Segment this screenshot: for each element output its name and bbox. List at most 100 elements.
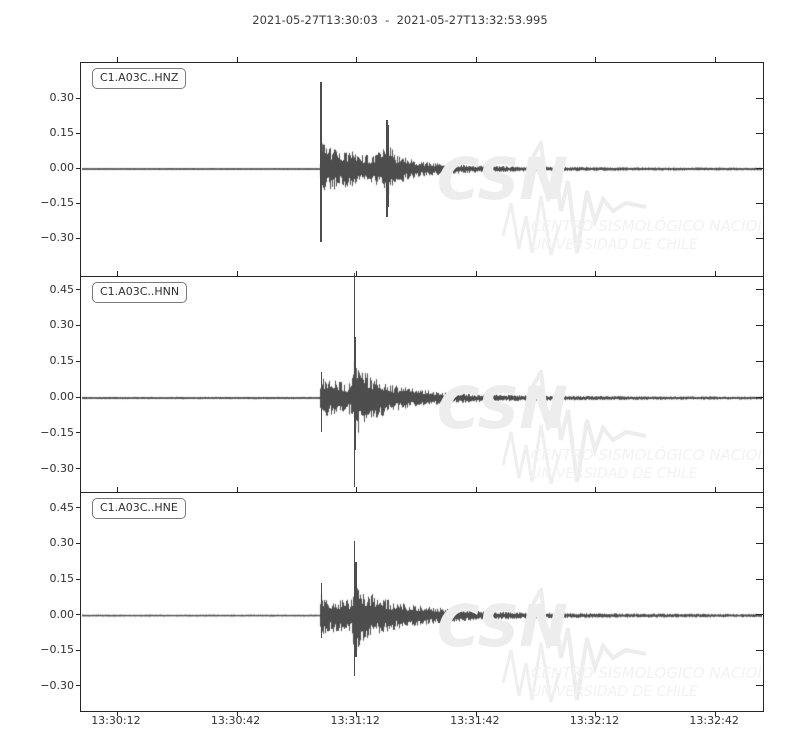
x-tick-mark [475,487,477,492]
y-tick-mark [756,97,763,99]
y-tick-label: −0.30 [40,461,74,475]
y-tick-label: 0.45 [49,282,75,296]
waveform-spike [353,272,355,487]
x-tick-mark [715,57,717,62]
x-tick-mark [595,271,597,276]
y-tick-label: −0.15 [40,196,74,210]
y-tick-mark [76,614,80,616]
y-tick-mark [756,396,763,398]
y-tick-mark [76,432,80,434]
y-tick-mark [76,578,80,580]
x-tick-mark [715,712,717,716]
trace-id-label: C1.A03C..HNE [92,498,186,519]
y-tick-mark [756,468,763,470]
x-tick-mark [475,712,477,716]
y-tick-mark [76,507,80,509]
y-tick-mark [76,542,80,544]
y-tick-mark [756,542,763,544]
y-tick-label: 0.30 [49,536,75,550]
x-tick-mark [595,712,597,716]
y-tick-mark [756,167,763,169]
x-tick-mark [116,712,118,716]
waveform-spike [320,81,322,242]
x-tick-label: 13:31:42 [450,714,500,727]
y-tick-mark [756,202,763,204]
y-tick-label: 0.30 [49,91,75,104]
y-tick-mark [756,324,763,326]
x-tick-label: 13:32:42 [689,714,739,727]
x-tick-mark [116,487,118,492]
x-tick-mark [236,712,238,716]
waveform-spike [387,124,390,207]
y-tick-mark [756,649,763,651]
y-tick-label: 0.00 [49,161,75,175]
y-tick-mark [76,97,80,99]
waveform-spike [353,541,356,677]
y-tick-mark [756,289,763,291]
y-tick-label: 0.45 [49,500,75,514]
y-tick-mark [756,132,763,134]
y-tick-label: −0.15 [40,643,74,657]
waveform-spike [355,562,357,658]
y-tick-mark [76,649,80,651]
x-tick-mark [715,487,717,492]
x-tick-mark [595,487,597,492]
y-tick-mark [756,578,763,580]
y-tick-mark [76,360,80,362]
y-tick-label: −0.15 [40,425,74,439]
y-tick-mark [756,614,763,616]
y-tick-mark [76,167,80,169]
x-tick-mark [475,271,477,276]
y-tick-mark [76,132,80,134]
y-tick-label: 0.15 [49,572,75,585]
x-tick-label: 13:32:12 [569,714,620,727]
y-tick-mark [76,237,80,239]
waveform-canvas [82,64,762,278]
trace-id-label: C1.A03C..HNN [92,282,188,303]
y-tick-label: 0.15 [49,354,75,368]
x-tick-mark [236,487,238,492]
x-tick-mark [236,271,238,276]
x-tick-mark [356,487,358,492]
seismogram-panel-hnn: C1.A03C..HNN CSN CENTRO SISMOLÓGICO NACI… [40,271,764,498]
x-tick-mark [356,271,358,276]
x-tick-mark [356,57,358,62]
waveform-spike [354,337,357,450]
x-tick-mark [116,57,118,62]
x-tick-label: 13:30:42 [210,714,261,727]
x-tick-mark [356,712,358,716]
y-tick-mark [76,289,80,291]
y-tick-mark [76,324,80,326]
y-tick-mark [756,685,763,687]
x-tick-mark [236,57,238,62]
waveform-spike [320,371,323,432]
chart-title: 2021-05-27T13:30:03 - 2021-05-27T13:32:5… [252,13,548,27]
y-tick-mark [756,507,763,509]
waveform-canvas [82,278,762,494]
y-tick-mark [76,468,80,470]
seismogram-panel-hne: C1.A03C..HNE CSN CENTRO SISMOLÓGICO NACI… [40,487,764,716]
x-tick-label: 13:30:12 [91,714,141,727]
waveform-spike [386,120,388,218]
y-tick-mark [756,237,763,239]
waveform-spike [320,582,323,639]
x-tick-mark [475,57,477,62]
waveform-canvas [82,494,762,712]
y-tick-mark [76,396,80,398]
y-tick-label: −0.30 [40,231,74,245]
trace-id-label: C1.A03C..HNZ [92,68,187,89]
y-tick-label: 0.30 [49,318,75,332]
x-tick-mark [715,271,717,276]
seismogram-panel-hnz: C1.A03C..HNZ CSN CENTRO SISMOLÓGICO NACI… [40,57,764,282]
x-tick-mark [595,57,597,62]
x-tick-label: 13:31:12 [330,714,380,727]
y-tick-label: 0.15 [49,126,75,139]
y-tick-label: 0.00 [49,607,75,621]
x-tick-mark [116,271,118,276]
y-tick-mark [76,202,80,204]
y-tick-label: −0.30 [40,678,74,692]
y-tick-label: 0.00 [49,390,75,404]
y-tick-mark [756,432,763,434]
y-tick-mark [756,360,763,362]
